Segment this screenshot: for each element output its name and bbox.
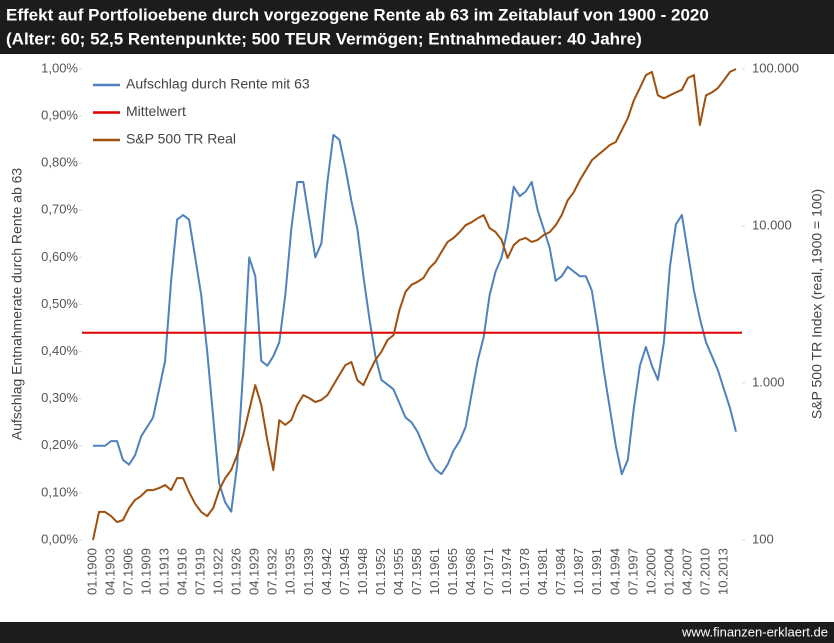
x-tick-label: 04.1994 — [607, 548, 622, 595]
x-tick-label: 01.1978 — [517, 548, 532, 595]
y-tick-label: 0,80% — [41, 155, 78, 170]
y2-tick-label: 100.000 — [752, 60, 799, 75]
legend-label: S&P 500 TR Real — [126, 131, 236, 147]
x-tick-label: 04.1916 — [175, 548, 190, 595]
x-tick-label: 07.1958 — [409, 548, 424, 595]
y-tick-label: 0,90% — [41, 108, 78, 123]
legend-label: Mittelwert — [126, 103, 186, 119]
x-tick-label: 07.1932 — [265, 548, 280, 595]
y-tick-label: 0,00% — [41, 531, 78, 546]
x-tick-label: 04.1955 — [391, 548, 406, 595]
x-tick-label: 04.1942 — [319, 548, 334, 595]
x-tick-label: 04.1929 — [247, 548, 262, 595]
y2-tick-label: 1.000 — [752, 374, 785, 389]
x-tick-label: 10.1909 — [139, 548, 154, 595]
y-tick-label: 0,20% — [41, 437, 78, 452]
chart-subtitle: (Alter: 60; 52,5 Rentenpunkte; 500 TEUR … — [6, 29, 642, 48]
y-tick-label: 0,40% — [41, 343, 78, 358]
title-bar — [0, 0, 834, 54]
x-tick-label: 10.1935 — [283, 548, 298, 595]
x-tick-label: 07.1906 — [120, 548, 135, 595]
x-tick-label: 07.1984 — [553, 548, 568, 595]
x-tick-label: 07.1971 — [481, 548, 496, 595]
y-tick-label: 0,50% — [41, 296, 78, 311]
y2-tick-label: 100 — [752, 531, 774, 546]
x-tick-label: 04.1981 — [535, 548, 550, 595]
x-tick-label: 01.1900 — [84, 548, 99, 595]
x-tick-label: 04.2007 — [679, 548, 694, 595]
y-tick-label: 1,00% — [41, 60, 78, 75]
chart-title: Effekt auf Portfolioebene durch vorgezog… — [6, 5, 709, 24]
x-tick-label: 01.1913 — [157, 548, 172, 595]
x-tick-label: 01.1926 — [229, 548, 244, 595]
series-line — [92, 68, 737, 541]
footer: www.finanzen-erklaert.de — [681, 624, 828, 639]
x-tick-label: 01.1939 — [301, 548, 316, 595]
x-tick-label: 10.2013 — [715, 548, 730, 595]
x-tick-label: 10.1974 — [499, 548, 514, 595]
x-tick-label: 07.1919 — [193, 548, 208, 595]
x-tick-label: 10.2000 — [643, 548, 658, 595]
x-tick-label: 10.1922 — [211, 548, 226, 595]
x-tick-label: 01.1952 — [373, 548, 388, 595]
x-tick-label: 07.1945 — [337, 548, 352, 595]
x-tick-label: 07.1997 — [625, 548, 640, 595]
y-tick-label: 0,70% — [41, 202, 78, 217]
x-tick-label: 01.1991 — [589, 548, 604, 595]
y-axis-title: Aufschlag Entnahmerate durch Rente ab 63 — [9, 168, 25, 441]
y-tick-label: 0,60% — [41, 249, 78, 264]
y-tick-label: 0,30% — [41, 390, 78, 405]
footer-bar — [0, 622, 834, 643]
x-tick-label: 01.2004 — [661, 548, 676, 595]
x-tick-label: 10.1961 — [427, 548, 442, 595]
x-tick-label: 04.1968 — [463, 548, 478, 595]
x-tick-label: 10.1948 — [355, 548, 370, 595]
x-tick-label: 04.1903 — [102, 548, 117, 595]
series-line — [93, 133, 737, 513]
y2-tick-label: 10.000 — [752, 217, 792, 232]
y2-axis-title: S&P 500 TR Index (real, 1900 = 100) — [809, 189, 825, 419]
y-tick-label: 0,10% — [41, 484, 78, 499]
x-tick-label: 07.2010 — [697, 548, 712, 595]
legend-label: Aufschlag durch Rente mit 63 — [126, 76, 310, 92]
x-tick-label: 01.1965 — [445, 548, 460, 595]
x-tick-label: 10.1987 — [571, 548, 586, 595]
